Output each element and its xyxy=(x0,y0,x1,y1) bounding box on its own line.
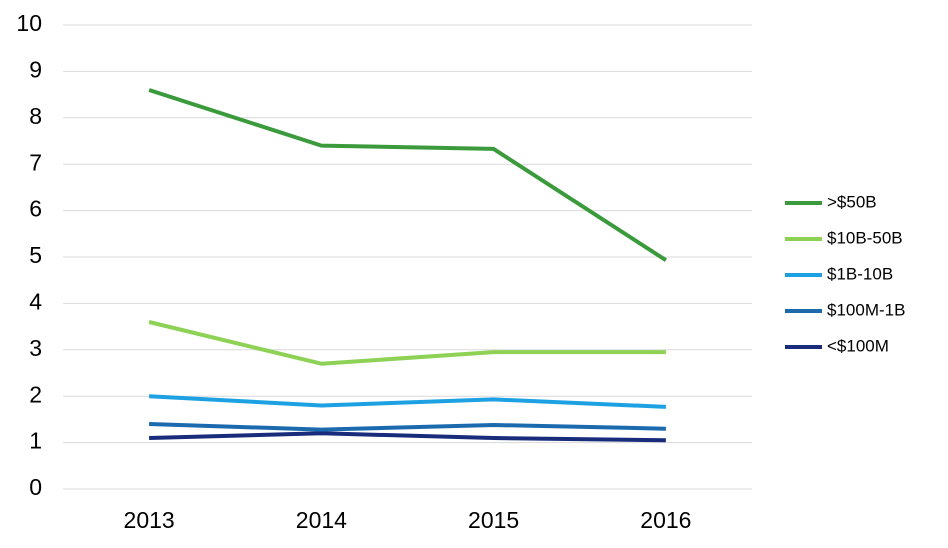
series-line-100m-1b xyxy=(149,424,666,430)
y-tick-label: 1 xyxy=(29,428,42,454)
x-tick-label: 2016 xyxy=(640,507,691,533)
y-tick-label: 8 xyxy=(29,103,42,129)
x-tick-label: 2013 xyxy=(124,507,175,533)
y-tick-label: 6 xyxy=(29,196,42,222)
series-line-1b-10b xyxy=(149,396,666,407)
series-line-100m xyxy=(149,433,666,440)
series-line-10b-50b xyxy=(149,322,666,364)
y-tick-label: 5 xyxy=(29,242,42,268)
legend-item: $1B-10B xyxy=(785,264,893,283)
legend-label: >$50B xyxy=(827,192,877,211)
x-tick-label: 2014 xyxy=(296,507,347,533)
legend-label: <$100M xyxy=(827,336,889,355)
legend-item: <$100M xyxy=(785,336,889,355)
y-tick-label: 4 xyxy=(29,288,42,314)
x-axis-ticks: 2013 2014 2015 2016 xyxy=(124,507,692,533)
legend: >$50B $10B-50B $1B-10B $100M-1B <$100M xyxy=(785,192,905,355)
y-tick-label: 2 xyxy=(29,381,42,407)
x-tick-label: 2015 xyxy=(468,507,519,533)
series-line-50b xyxy=(149,90,666,260)
y-tick-label: 10 xyxy=(16,10,42,36)
y-tick-label: 7 xyxy=(29,149,42,175)
legend-label: $100M-1B xyxy=(827,300,905,319)
legend-item: $10B-50B xyxy=(785,228,903,247)
legend-item: $100M-1B xyxy=(785,300,905,319)
legend-item: >$50B xyxy=(785,192,877,211)
series-group xyxy=(149,90,666,440)
y-tick-label: 3 xyxy=(29,335,42,361)
legend-label: $1B-10B xyxy=(827,264,893,283)
y-tick-label: 0 xyxy=(29,474,42,500)
y-tick-label: 9 xyxy=(29,56,42,82)
y-axis-ticks: 0 1 2 3 4 5 6 7 8 9 10 xyxy=(16,10,42,500)
legend-label: $10B-50B xyxy=(827,228,903,247)
